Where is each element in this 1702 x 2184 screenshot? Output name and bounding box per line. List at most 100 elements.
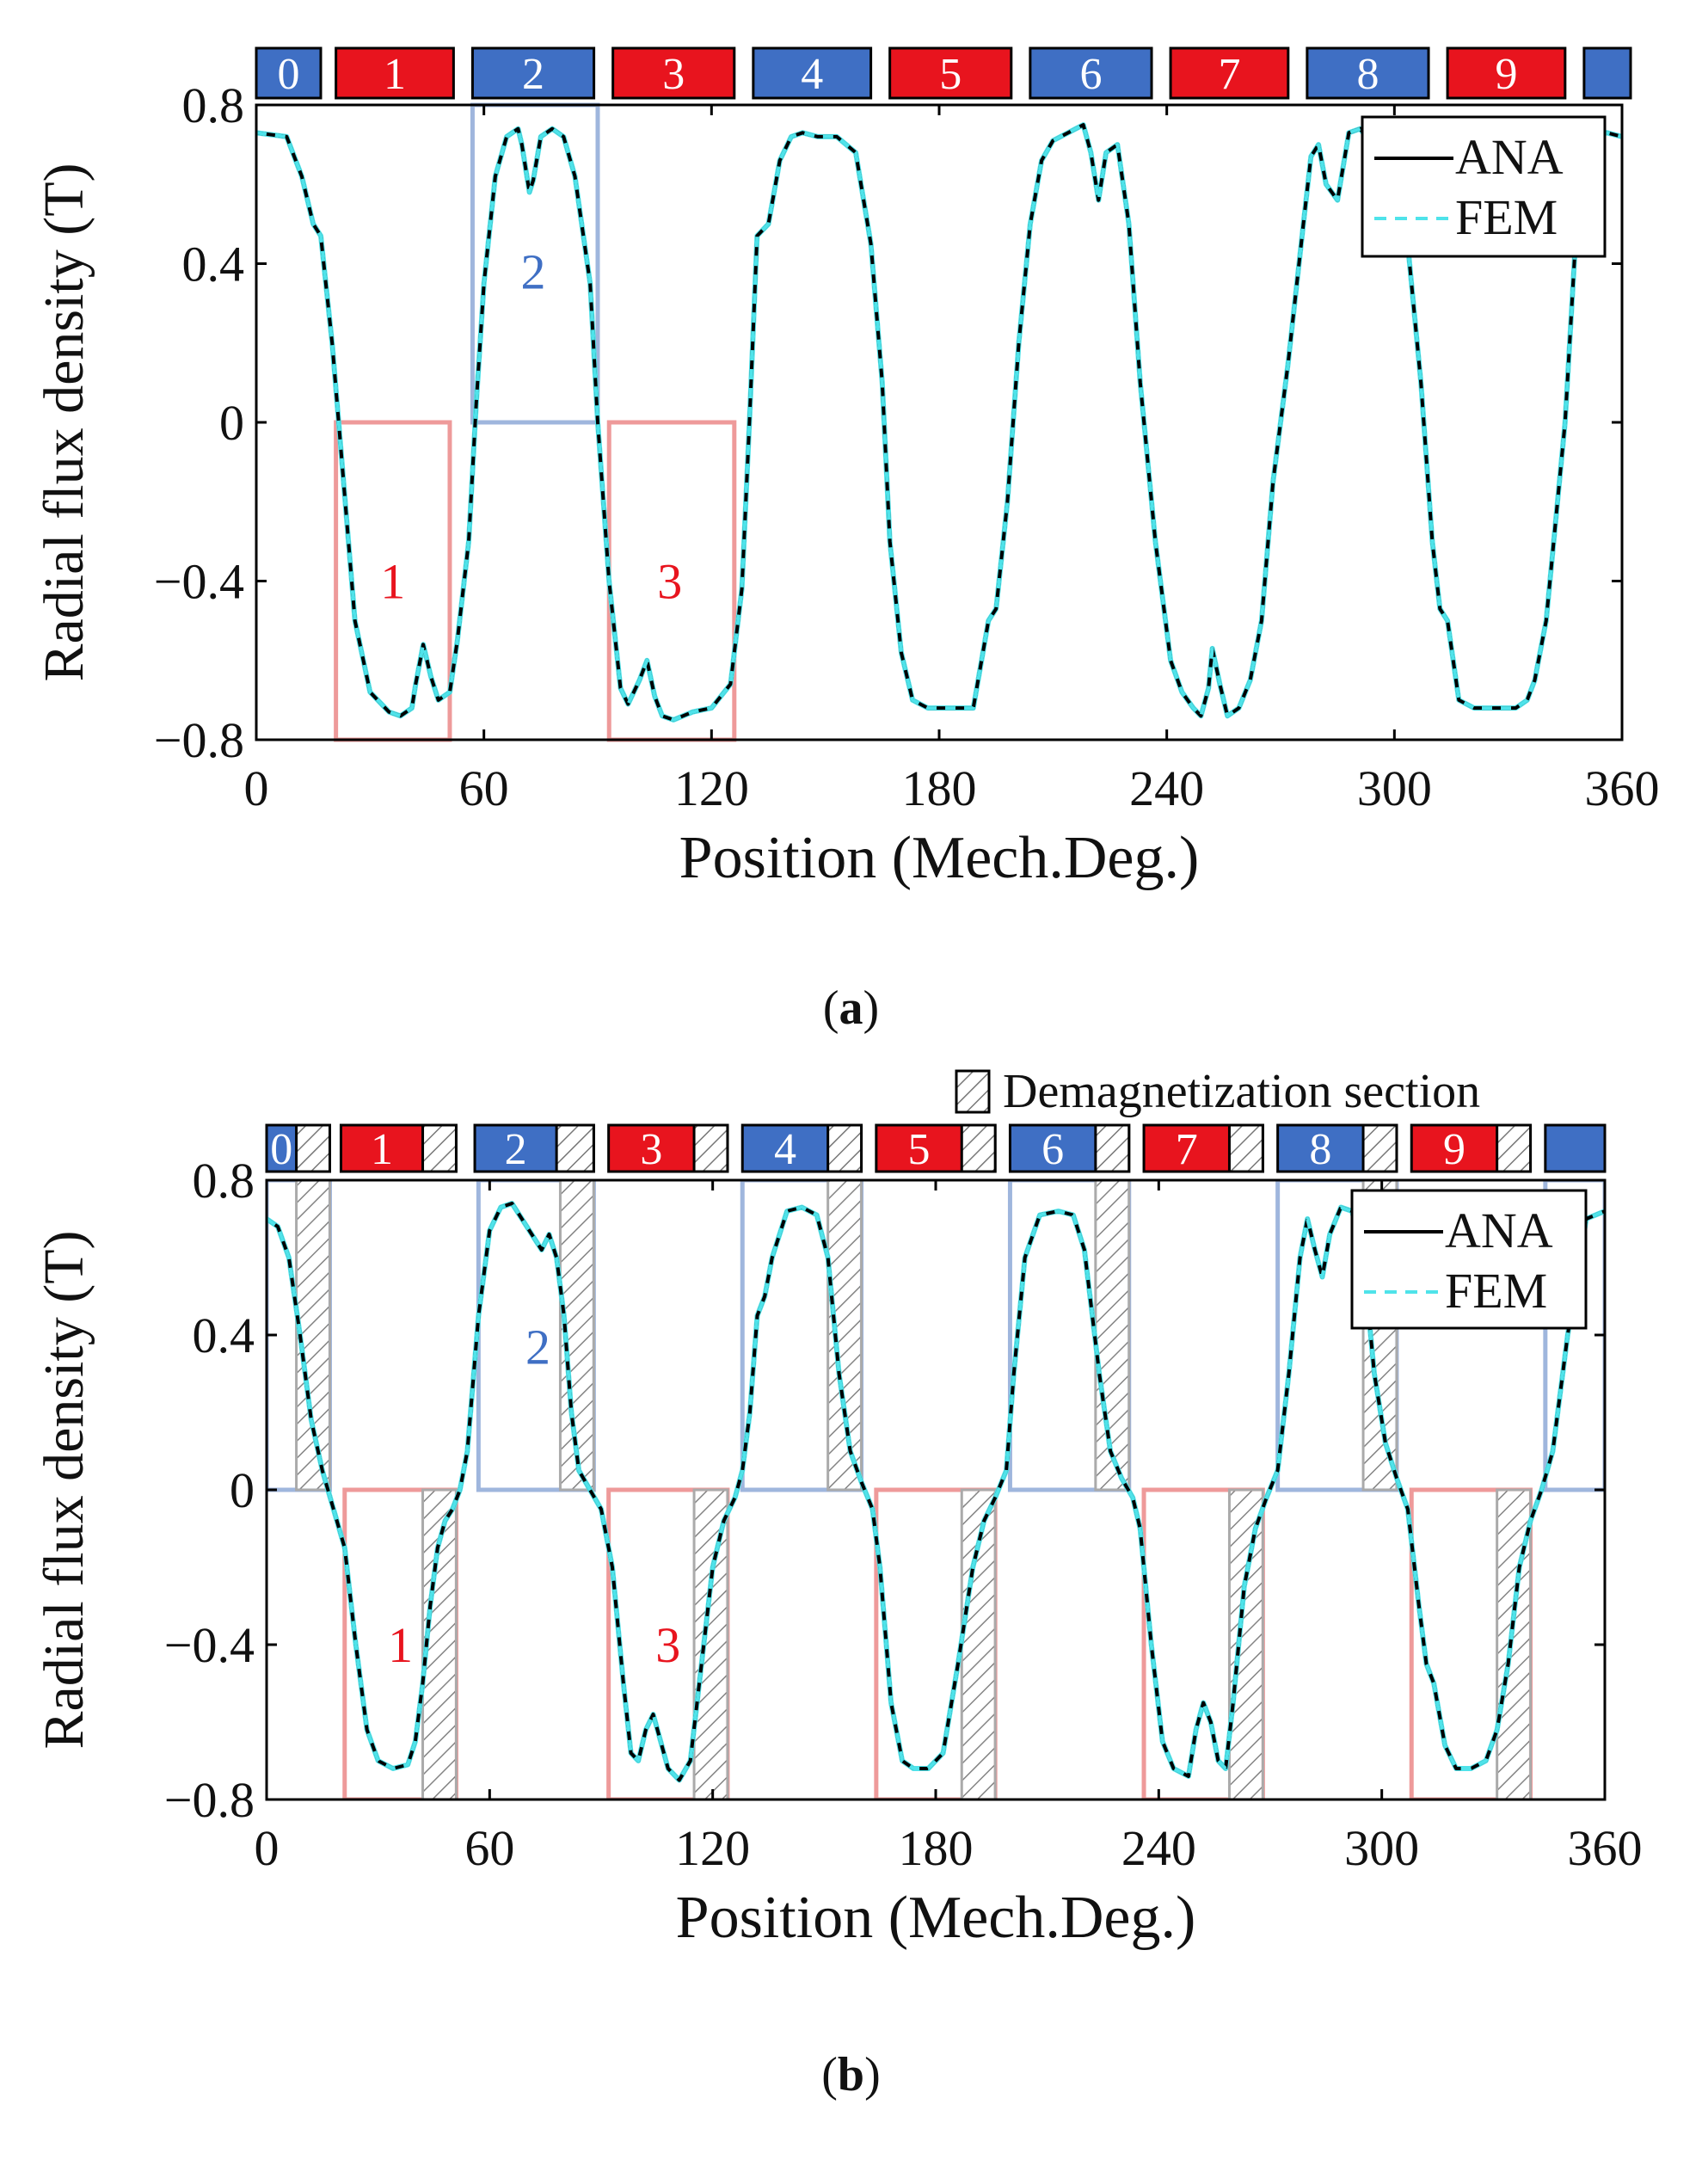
magnet-label: 5 [908,1125,931,1174]
ticks: 0 60 120 180 240 300 360 0.8 0.4 0 −0.4 −0.8 [164,1153,1643,1876]
legend-fem-label: FEM [1445,1263,1547,1319]
y-tick-label: 0 [230,1462,255,1518]
y-tick-label: −0.8 [154,712,244,768]
magnet-label: 6 [1079,50,1102,99]
caption-b: (b) [821,2048,881,2101]
x-tick-label: 180 [899,1820,974,1876]
y-tick-label: 0.8 [193,1153,255,1209]
legend-ana-label: ANA [1455,129,1564,185]
x-tick-label: 0 [255,1820,280,1876]
y-tick-label: −0.4 [154,554,244,610]
magnet-label: 1 [384,50,406,99]
demag-section [692,1488,729,1801]
x-tick-label: 360 [1585,760,1660,816]
x-tick-label: 60 [459,760,509,816]
x-axis-label: Position (Mech.Deg.) [679,825,1200,891]
magnet-demag-section [960,1123,997,1173]
magnet-demag-section [421,1123,458,1173]
y-tick-label: −0.8 [164,1772,255,1828]
magnet-label: 4 [774,1125,796,1174]
magnet-label: 7 [1218,50,1240,99]
y-tick-label: 0.8 [182,77,245,133]
pole-box [1543,1180,1605,1492]
demag-legend-label: Demagnetization section [1003,1065,1480,1118]
magnet-demag-section [295,1123,331,1173]
highlight-boxes [267,1178,1605,1801]
demag-section [1227,1488,1264,1801]
x-tick-label: 0 [244,760,269,816]
magnet-end [1544,1123,1607,1173]
y-axis-label: Radial flux density (T) [33,1230,95,1749]
magnet-9 [1446,46,1567,100]
y-axis-label: Radial flux density (T) [33,163,95,681]
magnet-label: 6 [1041,1125,1064,1174]
highlight-boxes [334,102,737,742]
legend-fem-label: FEM [1455,189,1558,245]
magnet-demag-section [1094,1123,1131,1173]
magnet-label: 8 [1309,1125,1331,1174]
demag-legend-swatch [955,1069,991,1114]
y-tick-label: −0.4 [164,1617,255,1673]
magnet-label: 9 [1495,50,1517,99]
x-tick-label: 300 [1344,1820,1419,1876]
legend-box [1350,1189,1588,1330]
magnet-end [1582,46,1632,100]
magnet-demag-section [555,1123,595,1173]
x-tick-label: 300 [1357,760,1432,816]
magnet-label: 5 [939,50,962,99]
magnet-label: 0 [277,50,299,99]
magnet-bar: 0 1 2 3 4 5 6 7 8 9 [265,1123,1607,1174]
magnet-label: 8 [1356,50,1379,99]
magnet-label: 3 [662,50,685,99]
magnet-2 [470,46,596,100]
magnet-8 [1306,46,1430,100]
magnet-demag-section [1227,1123,1264,1173]
magnet-label: 1 [371,1125,393,1174]
x-tick-label: 60 [464,1820,514,1876]
x-tick-label: 180 [902,760,977,816]
magnet-label: 7 [1176,1125,1198,1174]
magnet-demag-section [692,1123,729,1173]
box-label-3: 3 [655,1617,680,1673]
x-tick-label: 240 [1121,1820,1196,1876]
box-label-3: 3 [657,554,682,610]
magnet-label: 2 [522,50,544,99]
box-label-2: 2 [521,244,546,300]
legend-box [1361,115,1607,258]
series-fem [256,123,1622,722]
magnet-6 [1029,46,1153,100]
magnet-demag-section [1361,1123,1398,1173]
magnet-demag-section [1496,1123,1533,1173]
y-tick-label: 0 [219,395,244,451]
y-tick-label: 0.4 [193,1307,255,1363]
magnet-bar: 0 1 2 3 4 5 6 7 8 9 [255,46,1632,100]
x-tick-label: 120 [675,1820,750,1876]
x-axis-label: Position (Mech.Deg.) [676,1885,1196,1951]
magnet-demag-section [826,1123,863,1173]
magnet-label: 4 [801,50,823,99]
x-tick-label: 240 [1129,760,1204,816]
magnet-3 [611,46,736,100]
magnet-label: 2 [505,1125,527,1174]
magnet-label: 9 [1443,1125,1465,1174]
x-tick-label: 360 [1568,1820,1643,1876]
legend-ana-label: ANA [1445,1203,1553,1258]
magnet-label: 3 [640,1125,662,1174]
box-label-1: 1 [388,1617,413,1673]
x-tick-label: 120 [674,760,749,816]
ticks: 0 60 120 180 240 300 360 0.8 0.4 0 −0.4 −0.8 [154,77,1660,816]
magnet-5 [888,46,1013,100]
magnet-7 [1169,46,1290,100]
magnet-0 [255,46,323,100]
caption-a: (a) [822,981,880,1035]
magnet-1 [335,46,455,100]
box-label-2: 2 [525,1320,550,1375]
magnet-4 [752,46,873,100]
magnet-label: 0 [270,1125,292,1174]
demag-section [1094,1178,1131,1492]
y-tick-label: 0.4 [182,237,245,292]
